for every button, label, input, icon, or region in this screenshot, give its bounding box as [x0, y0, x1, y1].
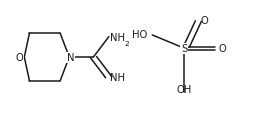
Text: N: N	[67, 53, 74, 62]
Text: S: S	[181, 44, 187, 54]
Text: 2: 2	[125, 40, 130, 46]
Text: NH: NH	[110, 73, 125, 83]
Text: O: O	[15, 53, 23, 62]
Text: O: O	[219, 44, 227, 54]
Text: OH: OH	[177, 84, 192, 94]
Text: O: O	[201, 16, 209, 26]
Text: HO: HO	[132, 30, 147, 39]
Text: NH: NH	[110, 32, 125, 42]
